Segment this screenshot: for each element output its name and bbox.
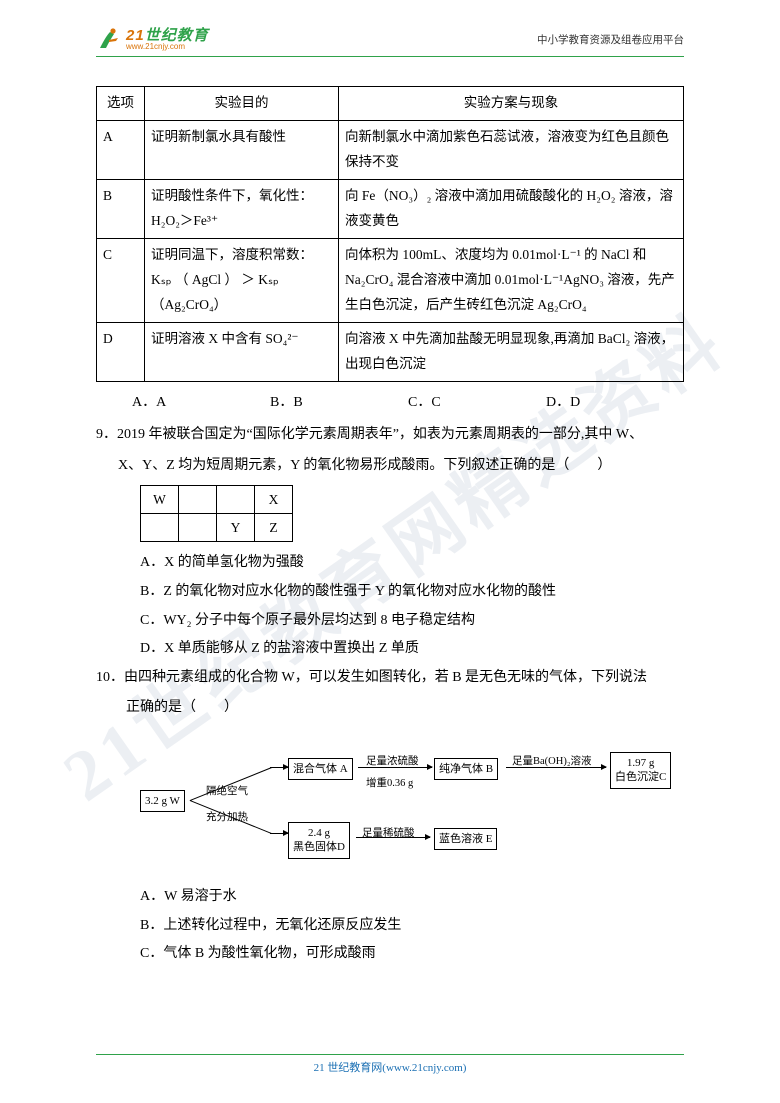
pt-cell	[179, 486, 217, 514]
cell-purpose: 证明同温下，溶度积常数：Kₛₚ （ AgCl ） ＞ Kₛₚ（Ag₂CrO₄）	[145, 238, 339, 322]
pt-cell: W	[141, 486, 179, 514]
cell-plan: 向溶液 X 中先滴加盐酸无明显现象,再滴加 BaCl₂ 溶液，出现白色沉淀	[339, 322, 684, 381]
cell-purpose: 证明溶液 X 中含有 SO₄²⁻	[145, 322, 339, 381]
pt-cell: X	[255, 486, 293, 514]
th-plan: 实验方案与现象	[339, 87, 684, 121]
diagram-box-c: 1.97 g 白色沉淀C	[610, 752, 671, 789]
arrow-icon	[270, 833, 288, 834]
cell-plan: 向 Fe（NO₃）₂ 溶液中滴加用硫酸酸化的 H₂O₂ 溶液，溶液变黄色	[339, 179, 684, 238]
arrow-icon	[270, 767, 288, 768]
arrow-icon	[358, 767, 432, 768]
arrow-icon	[356, 837, 430, 838]
diagram-text: 1.97 g	[615, 756, 666, 770]
q10-cont: 正确的是（ ）	[96, 695, 684, 722]
q10-option-b: B．上述转化过程中，无氧化还原反应发生	[96, 913, 684, 940]
pt-cell	[179, 514, 217, 542]
pt-cell: Y	[217, 514, 255, 542]
table-row: C 证明同温下，溶度积常数：Kₛₚ （ AgCl ） ＞ Kₛₚ（Ag₂CrO₄…	[97, 238, 684, 322]
diagram-box-a: 混合气体 A	[288, 758, 353, 780]
table-row: A 证明新制氯水具有酸性 向新制氯水中滴加紫色石蕊试液，溶液变为红色且颜色保持不…	[97, 120, 684, 179]
cell-opt: D	[97, 322, 145, 381]
cell-purpose: 证明酸性条件下，氧化性：H₂O₂＞Fe³⁺	[145, 179, 339, 238]
periodic-table-fragment: W X Y Z	[140, 485, 293, 542]
experiment-table: 选项 实验目的 实验方案与现象 A 证明新制氯水具有酸性 向新制氯水中滴加紫色石…	[96, 86, 684, 382]
diagram-label-a-bot: 增重0.36 g	[366, 774, 413, 794]
diagram-box-d: 2.4 g 黑色固体D	[288, 822, 350, 859]
option-d: D．D	[546, 390, 684, 417]
page-content: 选项 实验目的 实验方案与现象 A 证明新制氯水具有酸性 向新制氯水中滴加紫色石…	[96, 86, 684, 968]
option-b: B．B	[270, 390, 408, 417]
diagram-line	[190, 800, 272, 834]
q10-stem: 10．由四种元素组成的化合物 W，可以发生如图转化，若 B 是无色无味的气体，下…	[96, 665, 684, 692]
th-option: 选项	[97, 87, 145, 121]
pt-cell	[217, 486, 255, 514]
arrow-icon	[506, 767, 606, 768]
q9-option-c: C．WY₂ 分子中每个原子最外层均达到 8 电子稳定结构	[96, 608, 684, 635]
cell-purpose: 证明新制氯水具有酸性	[145, 120, 339, 179]
diagram-label-b-top: 足量Ba(OH)₂溶液	[512, 752, 591, 772]
diagram-text: 2.4 g	[293, 826, 345, 840]
option-c: C．C	[408, 390, 546, 417]
cell-opt: A	[97, 120, 145, 179]
page-footer: 21 世纪教育网(www.21cnjy.com)	[0, 1054, 780, 1075]
th-purpose: 实验目的	[145, 87, 339, 121]
cell-plan: 向新制氯水中滴加紫色石蕊试液，溶液变为红色且颜色保持不变	[339, 120, 684, 179]
pt-cell: Z	[255, 514, 293, 542]
footer-text: 21 世纪教育网(www.21cnjy.com)	[314, 1062, 467, 1074]
pt-cell	[141, 514, 179, 542]
diagram-box-e: 蓝色溶液 E	[434, 828, 497, 850]
q9-cont: X、Y、Z 均为短周期元素，Y 的氧化物易形成酸雨。下列叙述正确的是（ ）	[96, 453, 684, 480]
diagram-label-a-top: 足量浓硫酸	[366, 752, 419, 772]
q9-option-b: B．Z 的氧化物对应水化物的酸性强于 Y 的氧化物对应水化物的酸性	[96, 579, 684, 606]
table-header-row: 选项 实验目的 实验方案与现象	[97, 87, 684, 121]
cell-opt: B	[97, 179, 145, 238]
q9-option-d: D．X 单质能够从 Z 的盐溶液中置换出 Z 单质	[96, 636, 684, 663]
q10-diagram: 3.2 g W 隔绝空气 充分加热 混合气体 A 2.4 g 黑色固体D 足量浓…	[140, 738, 684, 868]
cell-opt: C	[97, 238, 145, 322]
diagram-label-d-top: 足量稀硫酸	[362, 824, 415, 844]
diagram-box-b: 纯净气体 B	[434, 758, 498, 780]
q9-option-a: A．X 的简单氢化物为强酸	[96, 550, 684, 577]
table-row: B 证明酸性条件下，氧化性：H₂O₂＞Fe³⁺ 向 Fe（NO₃）₂ 溶液中滴加…	[97, 179, 684, 238]
diagram-box-w: 3.2 g W	[140, 790, 185, 812]
diagram-label-w-bot: 充分加热	[206, 808, 248, 828]
q8-options: A．A B．B C．C D．D	[96, 390, 684, 417]
q9-stem: 9．2019 年被联合国定为“国际化学元素周期表年”，如表为元素周期表的一部分,…	[96, 422, 684, 449]
diagram-text: 黑色固体D	[293, 840, 345, 854]
footer-divider	[96, 1054, 684, 1055]
q10-option-c: C．气体 B 为酸性氧化物，可形成酸雨	[96, 941, 684, 968]
option-a: A．A	[132, 390, 270, 417]
diagram-text: 白色沉淀C	[615, 770, 666, 784]
table-row: D 证明溶液 X 中含有 SO₄²⁻ 向溶液 X 中先滴加盐酸无明显现象,再滴加…	[97, 322, 684, 381]
q10-option-a: A．W 易溶于水	[96, 884, 684, 911]
cell-plan: 向体积为 100mL、浓度均为 0.01mol·L⁻¹ 的 NaCl 和 Na₂…	[339, 238, 684, 322]
